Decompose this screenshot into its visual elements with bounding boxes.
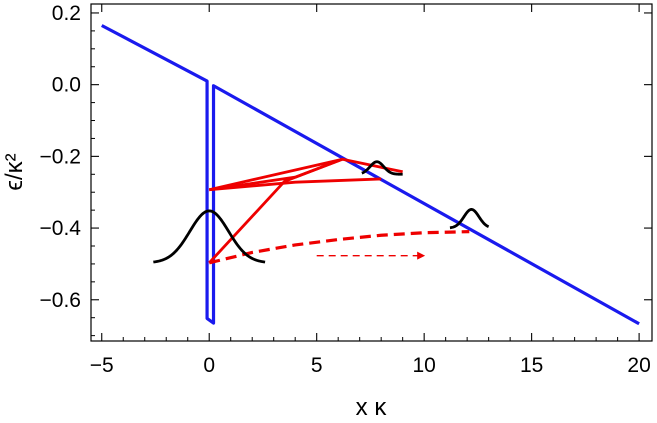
y-tick-label: −0.2 [40,145,81,168]
x-tick-label: 0 [203,354,215,377]
wavepacket-curve [360,160,404,176]
plot-frame [90,3,653,342]
plot-content [101,24,640,326]
x-tick-label: 10 [412,354,435,377]
wavepacket-curve [153,209,266,264]
x-tick-label: −5 [90,354,114,377]
x-tick-label: 15 [520,354,543,377]
y-tick-label: −0.4 [40,217,82,240]
potential-line [101,24,640,326]
wavepacket-curve [449,208,490,230]
x-axis-title: x κ [356,394,388,421]
x-tick-label: 5 [311,354,323,377]
y-tick-label: 0.2 [52,2,81,25]
y-tick-label: 0.0 [52,74,81,97]
y-tick-label: −0.6 [40,289,81,312]
trajectory-line [209,177,382,192]
trajectory-dashed-curve [208,230,470,265]
y-axis-title: ϵ/κ² [1,153,28,190]
x-tick-label: 20 [627,354,650,377]
axis-ticks: −5 0 5 10 15 20 0.2 0.0 −0.2 −0.4 −0.6 [40,2,652,377]
